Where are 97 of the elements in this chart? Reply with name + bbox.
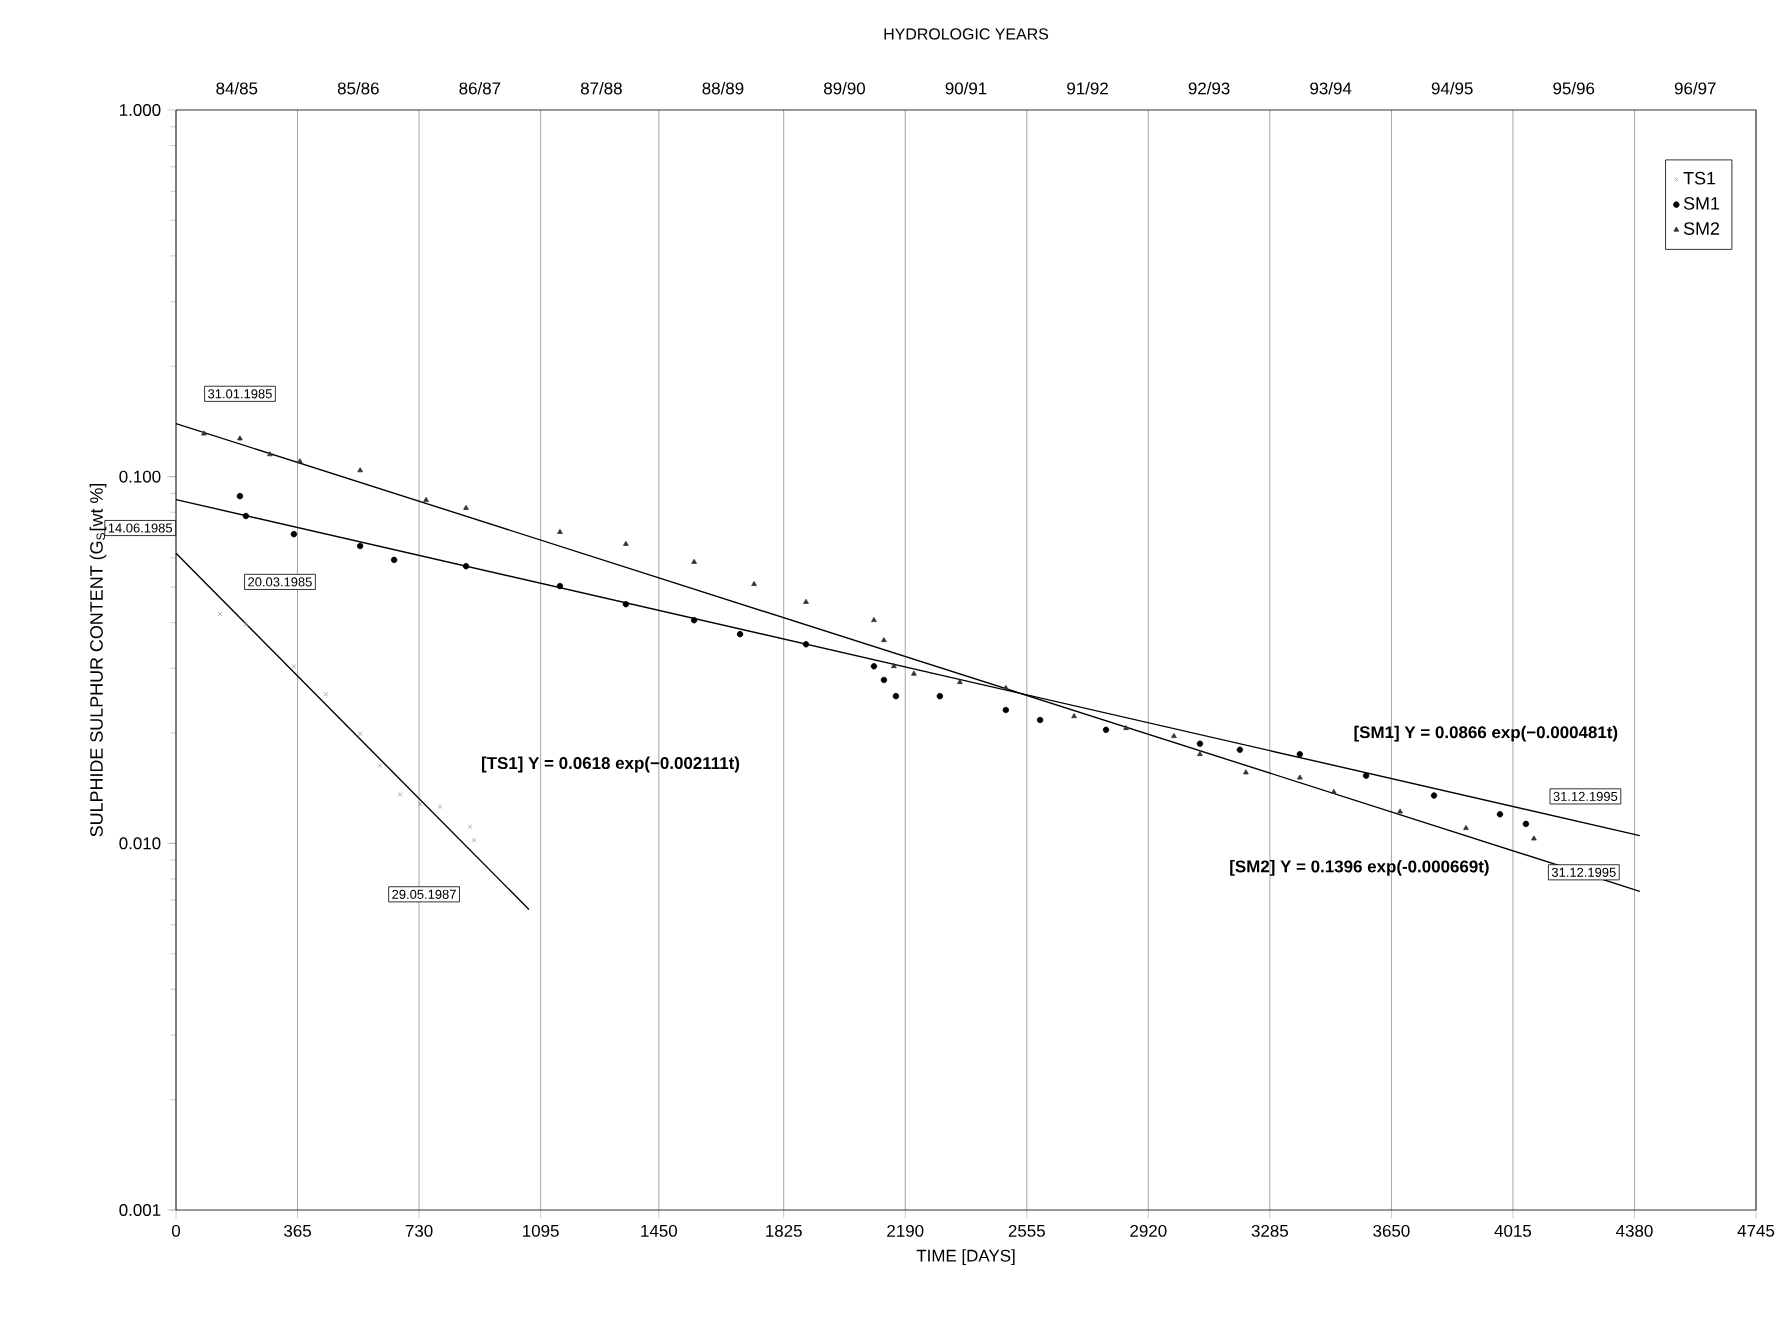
y-tick-label: 0.001 <box>119 1204 161 1216</box>
point <box>217 611 223 617</box>
point <box>357 731 363 737</box>
point <box>243 621 249 627</box>
point <box>1531 835 1537 841</box>
x-tick-label: 4380 <box>1616 1224 1653 1237</box>
point <box>1196 740 1204 747</box>
point <box>1463 824 1469 830</box>
point <box>471 837 477 843</box>
x-tick-label: 0 <box>171 1224 181 1237</box>
text: 88/89 <box>702 81 744 95</box>
point <box>870 663 878 670</box>
point <box>1036 716 1044 724</box>
x-tick-label: 4745 <box>1737 1224 1775 1237</box>
point <box>1002 706 1009 714</box>
x-tick-label: 3650 <box>1373 1224 1410 1237</box>
point <box>892 692 900 700</box>
point <box>356 542 364 550</box>
text: 84/85 <box>216 81 258 95</box>
point <box>891 663 897 669</box>
point <box>1496 811 1504 818</box>
point <box>1522 820 1530 828</box>
text: 85/86 <box>337 81 379 95</box>
legend-label: SM1 <box>1683 197 1720 210</box>
point <box>936 692 944 700</box>
x-tick-label: 2920 <box>1130 1224 1167 1237</box>
x-tick-label: 1095 <box>523 1224 559 1237</box>
point <box>1236 746 1244 753</box>
legend-label: SM2 <box>1683 222 1720 235</box>
point <box>291 663 297 669</box>
point <box>463 504 469 510</box>
point <box>802 641 810 648</box>
point <box>357 467 363 473</box>
point <box>323 691 329 697</box>
point <box>1430 792 1438 799</box>
point <box>297 458 303 464</box>
x-axis-title: TIME [DAYS] <box>916 1249 1015 1266</box>
point <box>242 512 250 520</box>
point <box>1123 725 1129 731</box>
text: 93/94 <box>1310 81 1352 95</box>
point <box>1297 774 1303 780</box>
point <box>623 540 629 546</box>
point <box>423 496 429 502</box>
point <box>557 528 563 534</box>
x-tick-label: 4015 <box>1494 1224 1532 1237</box>
text: 95/96 <box>1553 81 1595 95</box>
point <box>236 492 244 500</box>
point <box>237 435 243 441</box>
x-tick-label: 2555 <box>1008 1224 1045 1237</box>
point <box>880 676 888 684</box>
point <box>1197 751 1203 757</box>
x-tick-label: 1450 <box>641 1224 677 1237</box>
text: 96/97 <box>1674 81 1716 95</box>
annotation: [TS1] Y = 0.0618 exp(−0.002111t) <box>481 756 740 773</box>
x-tick-label: 1825 <box>766 1224 802 1237</box>
point <box>957 679 963 685</box>
point <box>803 598 809 604</box>
point <box>1102 726 1110 733</box>
x-tick-label: 2190 <box>887 1224 924 1237</box>
point <box>290 530 298 538</box>
point <box>390 556 398 564</box>
point <box>1362 772 1370 779</box>
x-tick-label: 730 <box>405 1224 433 1237</box>
text: 91/92 <box>1067 81 1108 95</box>
x-tick-label: 365 <box>284 1224 311 1237</box>
point <box>467 824 473 830</box>
point <box>911 670 917 676</box>
point <box>462 563 470 570</box>
point <box>417 801 423 807</box>
y-tick-label: 1.000 <box>120 104 161 116</box>
text: 94/95 <box>1431 81 1473 95</box>
x-tick-label: 3285 <box>1251 1224 1288 1237</box>
text: 92/93 <box>1188 81 1230 95</box>
annotation: [SM2] Y = 0.1396 exp(-0.000669t) <box>1230 860 1489 876</box>
point <box>622 600 630 608</box>
point <box>1071 713 1077 719</box>
text: 86/87 <box>459 81 501 95</box>
text: 89/90 <box>824 81 865 95</box>
point <box>1243 769 1249 775</box>
point <box>736 630 744 638</box>
y-tick-label: 0.100 <box>119 470 161 483</box>
text: 87/88 <box>580 81 622 95</box>
point <box>1330 788 1337 794</box>
annotation: [SM1] Y = 0.0866 exp(−0.000481t) <box>1354 725 1618 742</box>
point <box>691 558 697 564</box>
point <box>267 451 273 457</box>
point <box>556 582 564 590</box>
legend-label: TS1 <box>1683 171 1716 185</box>
point <box>881 637 887 643</box>
y-axis-title: SULPHIDE SULPHUR CONTENT (G$_{S}$[wt %] <box>89 483 107 837</box>
text: 90/91 <box>945 81 987 95</box>
point <box>1296 751 1304 758</box>
point <box>1397 808 1403 814</box>
point <box>690 617 698 624</box>
point <box>1002 684 1009 690</box>
y-tick-label: 0.010 <box>119 837 161 850</box>
point <box>201 430 207 436</box>
